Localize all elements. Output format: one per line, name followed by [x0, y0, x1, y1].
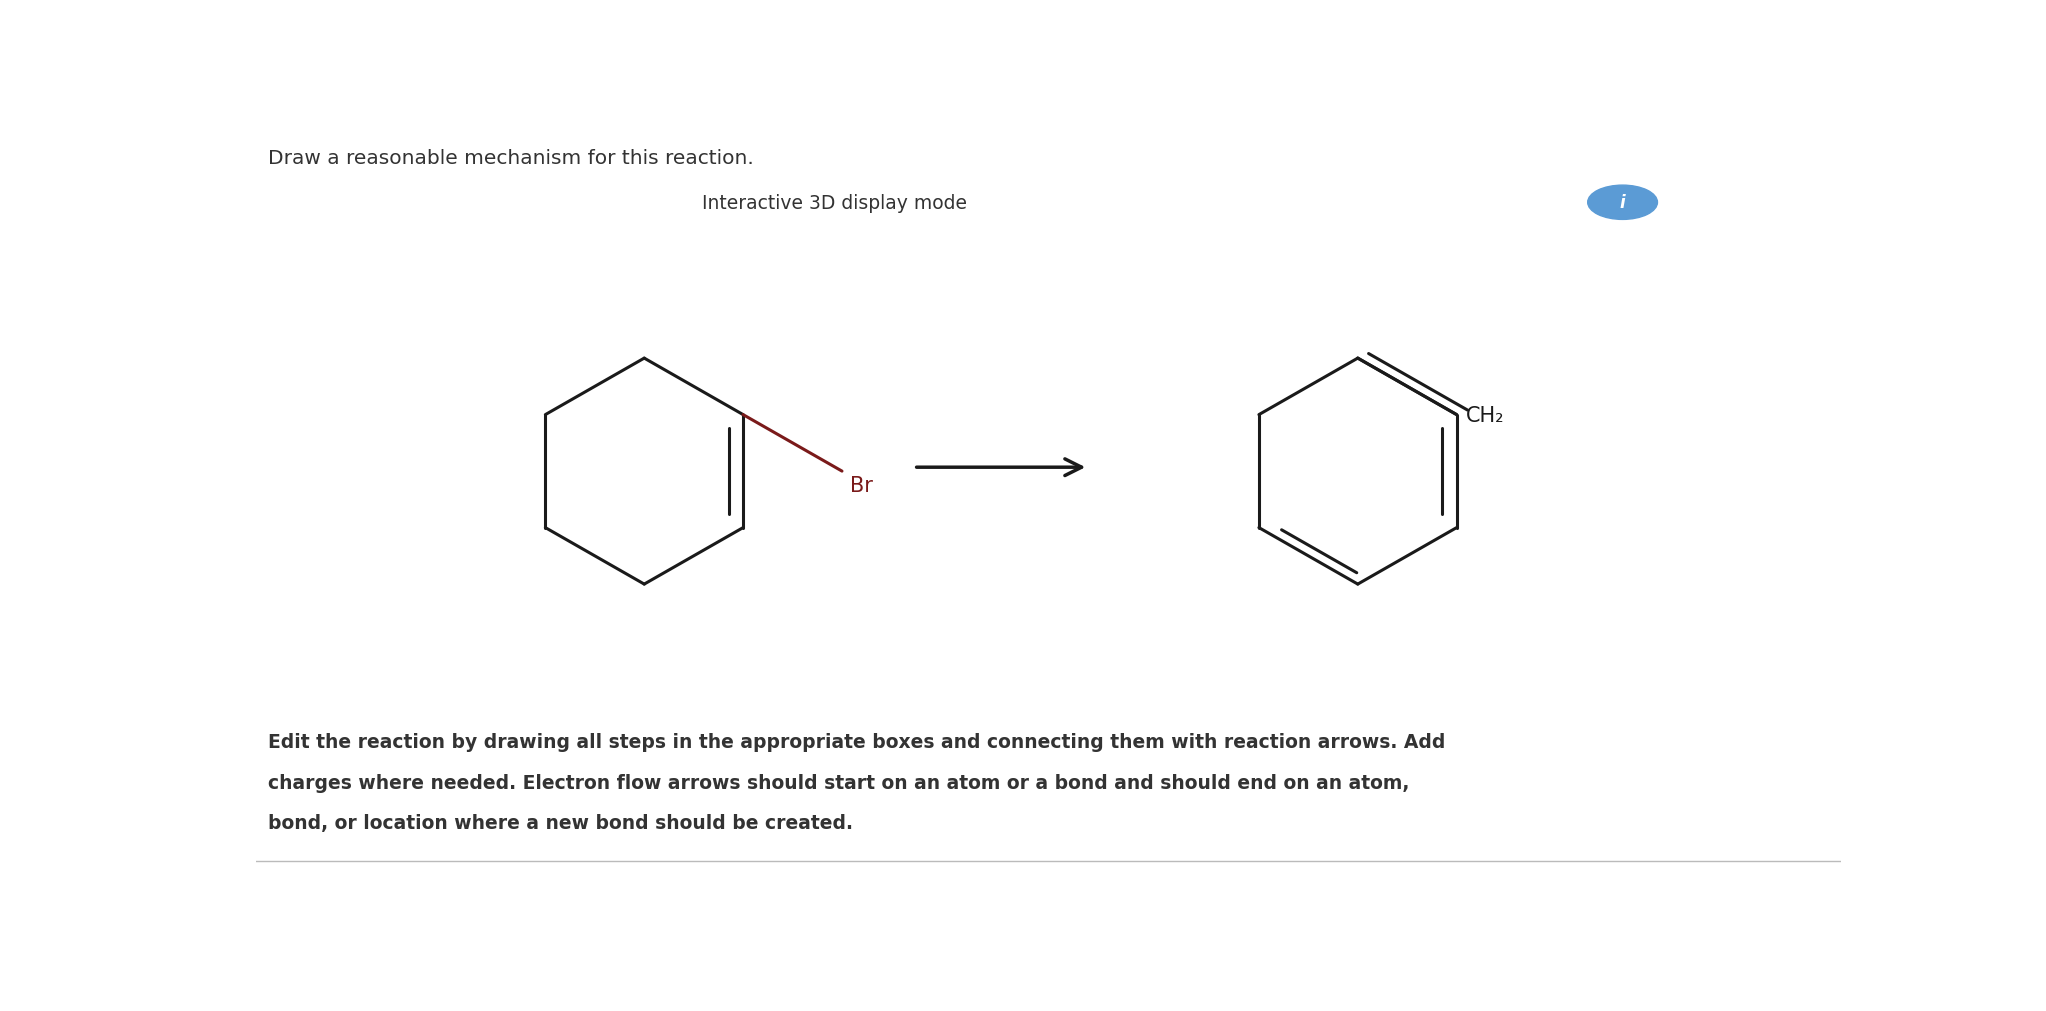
Text: i: i — [1620, 194, 1625, 212]
Text: bond, or location where a new bond should be created.: bond, or location where a new bond shoul… — [268, 814, 853, 832]
Text: CH₂: CH₂ — [1467, 405, 1504, 426]
Text: Interactive 3D display mode: Interactive 3D display mode — [702, 193, 968, 212]
Text: Draw a reasonable mechanism for this reaction.: Draw a reasonable mechanism for this rea… — [268, 149, 755, 168]
Circle shape — [1588, 186, 1657, 220]
Text: charges where needed. Electron flow arrows should start on an atom or a bond and: charges where needed. Electron flow arro… — [268, 772, 1410, 792]
Text: Br: Br — [849, 475, 874, 495]
Text: Edit the reaction by drawing all steps in the appropriate boxes and connecting t: Edit the reaction by drawing all steps i… — [268, 732, 1447, 751]
